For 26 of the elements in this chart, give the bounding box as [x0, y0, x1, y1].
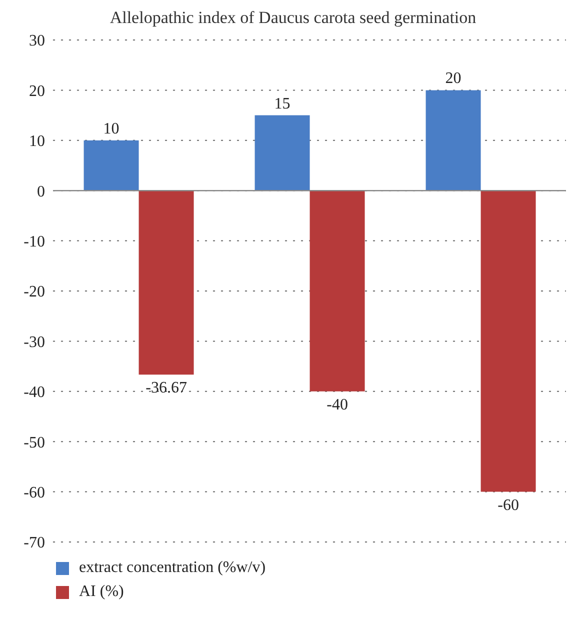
y-tick-label: -20 — [24, 284, 45, 301]
bar — [480, 190, 536, 492]
y-tick-label: -50 — [24, 434, 45, 452]
bar — [310, 190, 365, 392]
y-tick-label: -70 — [24, 534, 45, 552]
legend-label: AI (%) — [79, 583, 124, 601]
bar — [426, 90, 481, 191]
y-tick-label: 30 — [29, 32, 45, 50]
data-label: 15 — [274, 95, 290, 112]
y-tick-label: 0 — [37, 183, 45, 200]
y-tick-label: 10 — [29, 133, 45, 150]
bar — [138, 190, 194, 375]
legend-label: extract concentration (%w/v) — [79, 559, 266, 577]
data-label: -36.67 — [146, 380, 187, 397]
bar — [254, 115, 310, 191]
data-label: -40 — [326, 396, 348, 414]
y-tick-label: -30 — [24, 334, 45, 351]
data-label: 20 — [445, 70, 462, 88]
y-tick-label: -40 — [24, 384, 45, 402]
bar — [84, 140, 139, 191]
data-label: -60 — [498, 496, 519, 514]
chart-title: Allelopathic index of Daucus carota seed germination — [108, 8, 478, 28]
y-tick-label: -60 — [24, 484, 45, 502]
y-tick-label: -10 — [24, 233, 45, 250]
y-tick-label: 20 — [29, 82, 45, 100]
data-label: 10 — [103, 120, 120, 138]
